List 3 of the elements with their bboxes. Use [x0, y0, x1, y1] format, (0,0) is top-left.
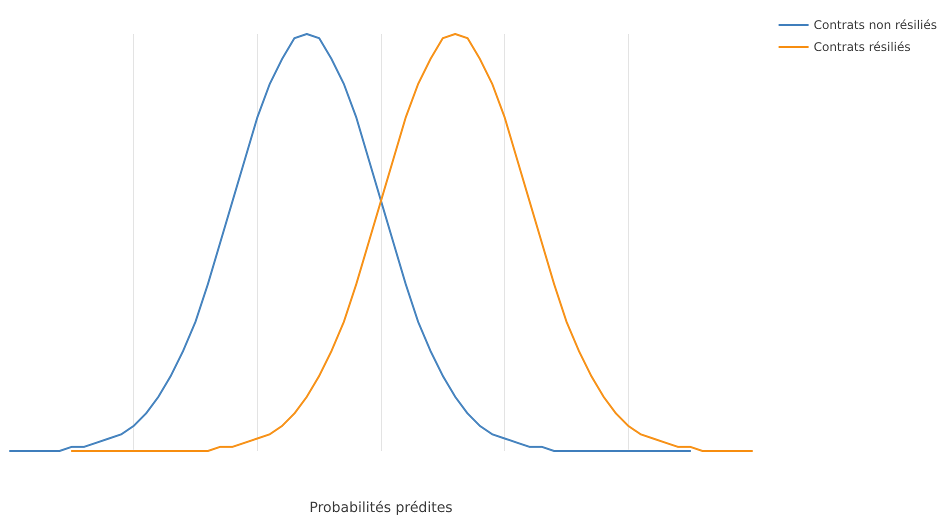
legend-label: Contrats non résiliés — [814, 18, 938, 32]
legend-label: Contrats résiliés — [814, 40, 911, 54]
x-axis-title: Probabilités prédites — [309, 500, 453, 516]
